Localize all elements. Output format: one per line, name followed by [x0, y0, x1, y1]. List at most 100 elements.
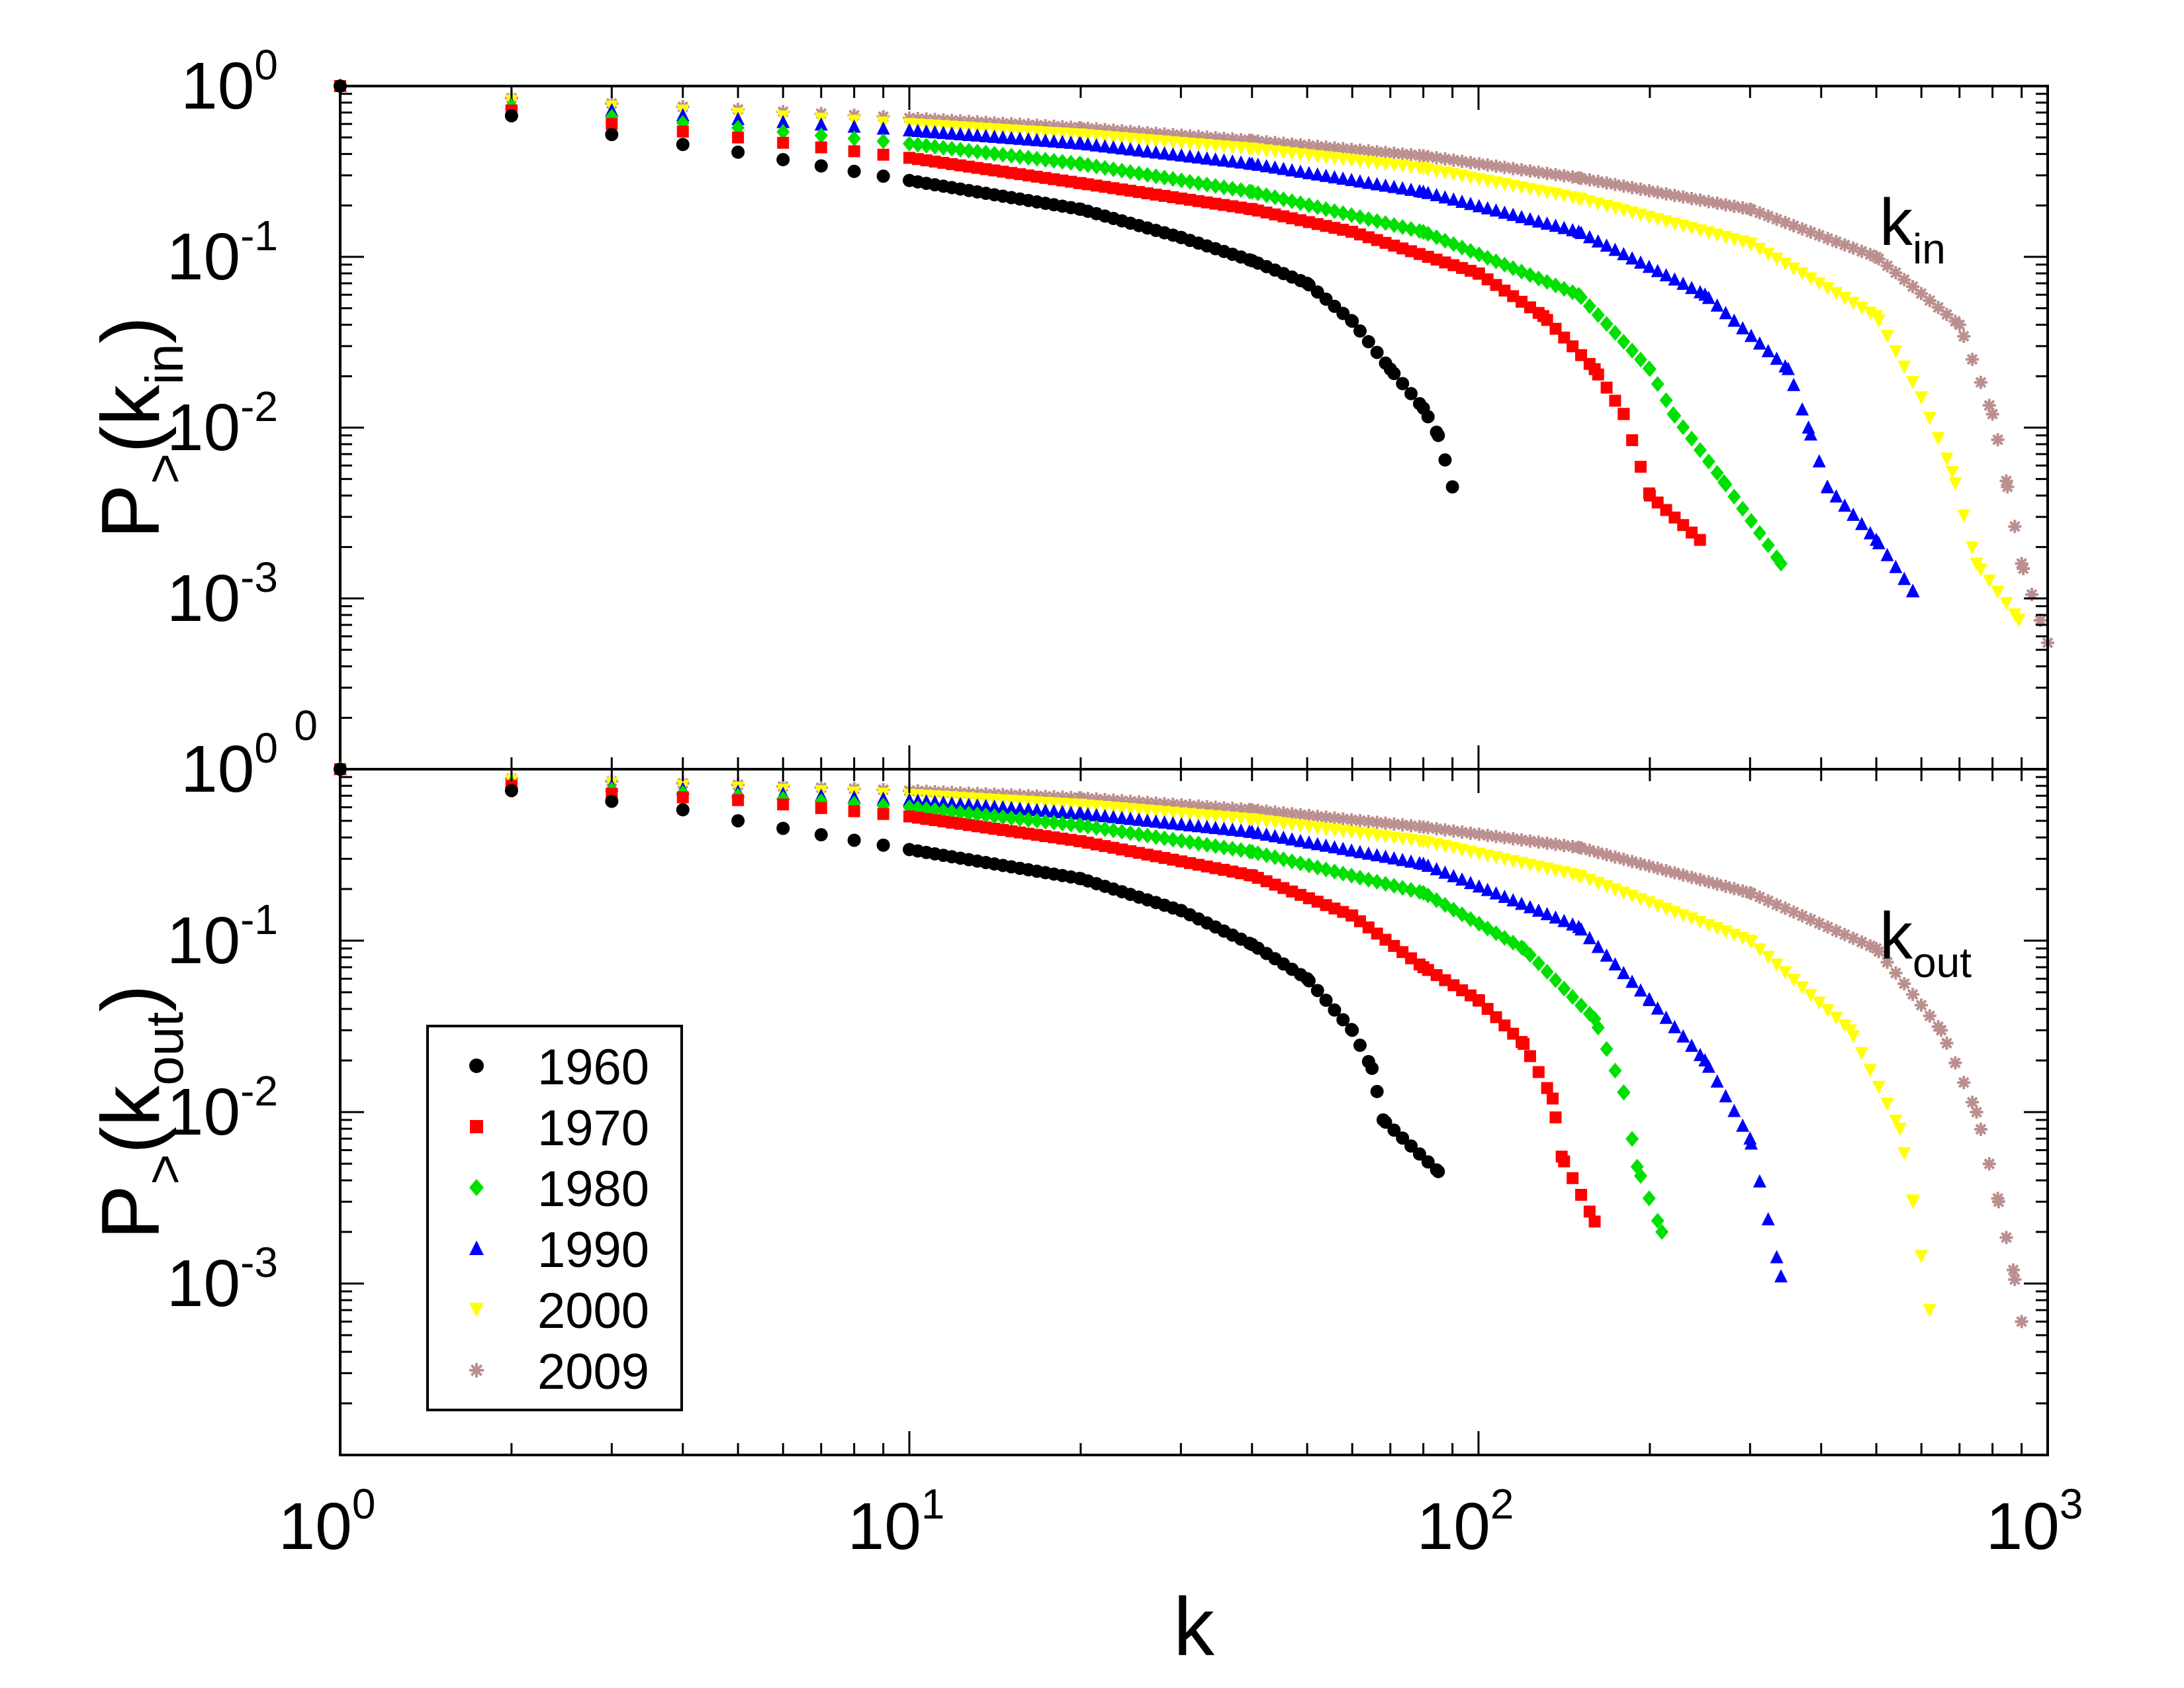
series-2000	[334, 80, 2026, 628]
point-2009	[1982, 1157, 1996, 1171]
point-1980	[928, 138, 942, 155]
point-1990	[1056, 134, 1069, 148]
point-2000	[1966, 541, 1979, 555]
point-1980	[1617, 1084, 1631, 1101]
point-1970	[1694, 534, 1706, 546]
point-1980	[1149, 829, 1163, 845]
point-1990	[996, 130, 1010, 144]
point-1990	[1659, 268, 1673, 282]
point-1990	[919, 794, 933, 808]
point-1980	[1089, 158, 1103, 175]
point-1990	[954, 126, 968, 140]
point-1980	[996, 809, 1010, 825]
point-1990	[1175, 148, 1189, 162]
point-2009	[1310, 810, 1324, 823]
point-1990	[1234, 155, 1248, 169]
point-1990	[1361, 846, 1375, 860]
x-tick-label: 101	[848, 1480, 945, 1564]
point-1990	[1549, 910, 1563, 924]
point-1980	[1268, 189, 1282, 206]
point-2009	[1974, 1122, 1987, 1136]
point-1990	[1685, 1038, 1699, 1052]
point-1990	[1370, 848, 1384, 862]
point-1960	[776, 821, 790, 835]
point-2009	[1404, 819, 1418, 833]
point-1990	[1175, 817, 1189, 831]
point-1990	[1345, 843, 1359, 857]
point-2000	[1931, 432, 1945, 445]
point-2009	[1480, 829, 1494, 843]
point-2000	[2012, 614, 2026, 628]
point-1990	[1600, 238, 1614, 252]
point-2009	[1676, 190, 1690, 204]
point-1990	[1698, 287, 1712, 301]
point-1980	[814, 127, 828, 144]
point-2009	[2001, 480, 2015, 494]
point-1990	[1089, 138, 1103, 152]
point-1990	[979, 128, 993, 142]
point-1990	[1379, 849, 1392, 863]
point-1990	[1430, 188, 1443, 202]
point-1960	[876, 838, 890, 852]
point-2000	[1889, 1114, 1903, 1128]
point-1970	[676, 125, 689, 138]
point-1960	[1412, 1147, 1426, 1161]
point-1980	[962, 142, 976, 159]
point-1990	[1208, 821, 1222, 835]
point-1990	[1226, 154, 1240, 168]
point-1990	[1268, 160, 1282, 174]
boundary-y-tick-labels: 0	[294, 702, 318, 749]
point-1990	[1319, 838, 1333, 852]
point-1970	[1634, 461, 1647, 473]
point-1990	[1245, 156, 1259, 170]
point-2000	[1416, 835, 1430, 849]
point-2000	[1761, 951, 1775, 964]
point-1990	[1617, 247, 1631, 261]
point-1980	[1353, 209, 1367, 225]
point-1980	[1132, 165, 1146, 182]
point-1980	[1245, 843, 1259, 860]
point-2000	[1829, 1011, 1843, 1025]
point-1990	[1353, 845, 1367, 859]
point-1990	[1277, 162, 1291, 175]
point-2009	[1870, 250, 1884, 263]
point-1980	[1361, 871, 1375, 888]
point-1980	[954, 804, 968, 821]
point-1980	[1038, 814, 1052, 830]
point-1990	[1743, 1131, 1757, 1145]
point-2009	[1906, 279, 1920, 293]
point-1990	[1328, 169, 1342, 183]
point-2009	[1668, 189, 1682, 203]
point-1990	[1659, 1010, 1673, 1024]
point-2000	[1855, 1047, 1869, 1060]
legend-item-1970: 1970	[470, 1100, 649, 1156]
point-2000	[1999, 597, 2013, 611]
point-1970	[1575, 1189, 1588, 1201]
point-1970	[1626, 434, 1639, 447]
point-1990	[1897, 571, 1911, 585]
point-1990	[1455, 872, 1469, 886]
point-1990	[1158, 815, 1171, 829]
point-2000	[1982, 574, 1996, 588]
point-1980	[1655, 1224, 1669, 1241]
point-2000	[1948, 477, 1962, 491]
point-1980	[962, 806, 976, 822]
point-2009	[1719, 198, 1733, 212]
point-1980	[1064, 816, 1078, 833]
point-1990	[1880, 547, 1894, 561]
point-1970	[1518, 1037, 1530, 1050]
series-1970	[334, 80, 1706, 546]
point-1990	[1073, 806, 1087, 820]
point-1990	[1038, 133, 1052, 147]
point-1990	[1531, 214, 1545, 228]
point-2009	[1985, 407, 1999, 421]
x-tick-label: 102	[1417, 1480, 1514, 1564]
point-1990	[1676, 1029, 1690, 1043]
point-1990	[1515, 896, 1529, 910]
point-2009	[1948, 1056, 1962, 1070]
point-2009	[1685, 191, 1699, 205]
point-2000	[1897, 1147, 1911, 1160]
point-1980	[911, 136, 925, 153]
